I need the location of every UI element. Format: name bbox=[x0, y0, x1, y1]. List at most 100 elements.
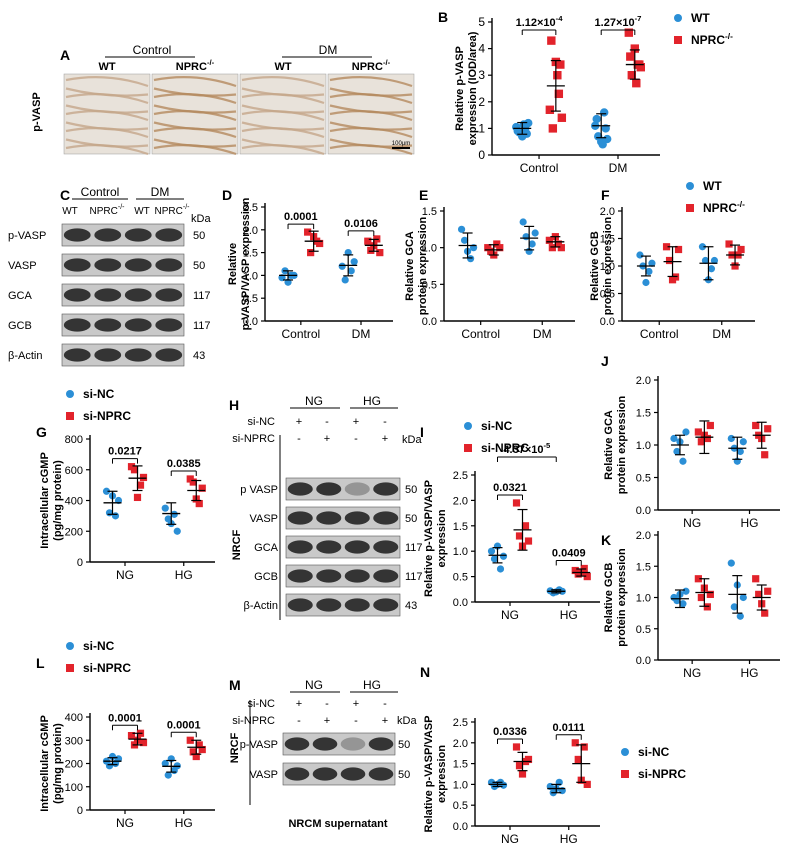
group-label-hg: HG bbox=[363, 394, 381, 408]
col-label-main: WT bbox=[274, 61, 291, 73]
x-tick-label: NG bbox=[683, 666, 701, 680]
y-axis-label: Intracellular cGMP bbox=[39, 715, 51, 812]
col-label-main: NPRC bbox=[90, 206, 118, 217]
y-tick-label: 0 bbox=[77, 805, 83, 817]
data-point-red bbox=[195, 741, 203, 749]
data-point-blue bbox=[727, 434, 735, 443]
y-tick-label: 0.0 bbox=[453, 821, 468, 833]
col-label: NPRC-/- bbox=[352, 58, 391, 73]
y-tick-label: 600 bbox=[65, 465, 83, 477]
p-value-label-main: 0.0385 bbox=[167, 458, 201, 470]
blot-strip bbox=[61, 253, 185, 277]
col-label: WT bbox=[134, 206, 150, 217]
data-point-red bbox=[703, 434, 711, 443]
group-label-control: Control bbox=[133, 43, 172, 57]
y-axis-label: Relative GCB bbox=[603, 563, 615, 633]
col-label-sup: -/- bbox=[383, 58, 391, 67]
blot-band bbox=[373, 511, 399, 525]
blot-band bbox=[124, 318, 152, 332]
x-tick-label: Control bbox=[461, 327, 500, 341]
y-tick-label: 1.5 bbox=[453, 521, 468, 533]
y-tick-label: 400 bbox=[65, 712, 83, 724]
data-point-blue bbox=[600, 108, 609, 117]
data-point-red bbox=[130, 466, 139, 474]
legend-label-main: NPRC bbox=[703, 201, 737, 215]
legend-marker-blue bbox=[66, 642, 74, 650]
data-point-blue bbox=[170, 510, 178, 518]
panel-k-chart: K 0.0 0.5 1.0 1.5 2.0 Relative GCB protein expr… bbox=[601, 530, 780, 680]
blot-strip bbox=[61, 343, 185, 367]
sign-si-nprc: - bbox=[297, 433, 301, 445]
blot-band bbox=[316, 540, 342, 554]
data-point-red bbox=[521, 522, 530, 530]
blot-strip bbox=[285, 535, 401, 559]
y-axis-label: (pg/mg protein) bbox=[52, 460, 64, 541]
y-tick-label: 0 bbox=[478, 148, 485, 162]
sign-si-nprc: + bbox=[382, 433, 388, 445]
data-point-red bbox=[697, 438, 705, 446]
panel-letter: G bbox=[36, 424, 47, 440]
blot-strip bbox=[61, 283, 185, 307]
blot-band bbox=[94, 228, 122, 242]
p-value-label-main: 0.0111 bbox=[553, 722, 585, 734]
blot-band bbox=[155, 258, 183, 272]
y-tick-label: 0.5 bbox=[453, 800, 468, 812]
panel-j-chart: J 0.0 0.5 1.0 1.5 2.0 Relative GCA protein expr… bbox=[601, 353, 780, 530]
data-point-blue bbox=[727, 559, 735, 567]
data-point-red bbox=[186, 736, 194, 744]
panel-letter-C: C bbox=[60, 187, 70, 203]
data-point-red bbox=[694, 428, 702, 436]
blot-band bbox=[312, 767, 338, 781]
blot-kda-value: 117 bbox=[405, 542, 423, 554]
y-tick-label: 2.0 bbox=[243, 225, 258, 237]
y-axis-label: (pg/mg protein) bbox=[52, 723, 64, 804]
x-tick-label: HG bbox=[560, 608, 578, 622]
tissue-fiber bbox=[65, 76, 149, 88]
legend-label: si-NPRC bbox=[83, 409, 131, 423]
tissue-fiber bbox=[153, 76, 237, 88]
panel-b-chart: B 0 1 2 3 4 5 Relative p-VASP expression (IOD/ar… bbox=[438, 9, 660, 175]
data-point-red bbox=[583, 780, 591, 788]
blot-band bbox=[124, 348, 152, 362]
y-tick-label: 400 bbox=[65, 496, 83, 508]
y-tick-label: 2.5 bbox=[243, 202, 258, 214]
p-value-label: 0.0001 bbox=[108, 712, 142, 724]
blot-row-label: GCA bbox=[8, 290, 33, 302]
legend-marker-red bbox=[66, 664, 74, 672]
legend-f: WT NPRC-/- bbox=[686, 179, 745, 215]
x-tick-label: DM bbox=[533, 327, 552, 341]
x-tick-label: DM bbox=[712, 327, 731, 341]
data-point-blue bbox=[457, 225, 466, 233]
data-point-red bbox=[524, 755, 533, 764]
data-point-red bbox=[761, 451, 769, 459]
blot-row-label: p-VASP bbox=[240, 739, 278, 751]
legend-marker-red bbox=[66, 412, 74, 420]
data-point-blue bbox=[531, 229, 539, 237]
p-value-label: 0.0001 bbox=[284, 211, 318, 223]
col-label: WT bbox=[274, 61, 291, 73]
y-tick-label: 0.5 bbox=[243, 293, 258, 305]
data-point-blue bbox=[490, 555, 499, 563]
y-tick-label: 1.5 bbox=[243, 248, 258, 260]
blot-row-label: p VASP bbox=[240, 484, 278, 496]
data-point-red bbox=[574, 755, 582, 764]
blot-kda-value: 50 bbox=[405, 513, 417, 525]
data-point-red bbox=[557, 244, 565, 252]
legend-label-main: si-NPRC bbox=[83, 661, 131, 675]
data-point-red bbox=[547, 36, 556, 45]
y-axis-label: Relative p-VASP/VASP bbox=[423, 480, 435, 597]
panel-letter: D bbox=[222, 187, 232, 203]
data-point-blue bbox=[730, 603, 738, 611]
blot-kda-value: 50 bbox=[398, 739, 410, 751]
p-value-label-sup: -7 bbox=[635, 14, 642, 23]
tissue-fiber bbox=[65, 127, 149, 139]
y-tick-label: 1.5 bbox=[636, 408, 651, 420]
blot-strip bbox=[285, 506, 401, 530]
legend-marker-red bbox=[686, 204, 694, 212]
legend-label: si-NC bbox=[83, 639, 115, 653]
legend-label: si-NC bbox=[638, 745, 670, 759]
data-point-red bbox=[304, 228, 312, 236]
blot-strip bbox=[61, 223, 185, 247]
data-point-red bbox=[764, 587, 772, 595]
